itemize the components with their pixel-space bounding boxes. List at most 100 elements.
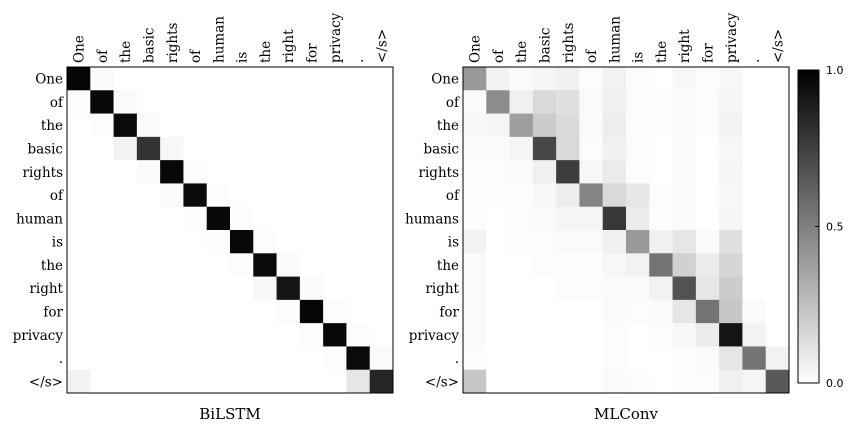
heatmap-cell (509, 346, 534, 371)
heatmap-cell (206, 253, 231, 277)
heatmap-cell (369, 230, 394, 254)
heatmap-cell (672, 160, 697, 184)
heatmap-cell (486, 369, 510, 394)
y-tick-label: rights (23, 165, 64, 181)
heatmap-cell (742, 276, 767, 301)
heatmap-cell (160, 113, 184, 138)
heatmap-cell (532, 90, 557, 114)
heatmap-cell (626, 160, 650, 184)
heatmap-cell (463, 90, 487, 114)
heatmap-cell (602, 136, 627, 161)
heatmap-cell (579, 346, 604, 371)
heatmap-cell (323, 346, 347, 371)
heatmap-cell (299, 276, 324, 301)
heatmap-cell (579, 183, 604, 208)
heatmap-cell (323, 299, 347, 324)
heatmap-cell (136, 276, 161, 301)
heatmap-cell (67, 206, 91, 231)
heatmap-cell (206, 160, 231, 184)
heatmap-cell (253, 183, 277, 208)
heatmap-cell (602, 113, 627, 138)
heatmap-cell (486, 90, 510, 114)
heatmap-cell (626, 299, 650, 324)
heatmap-cell (672, 276, 697, 301)
heatmap-cell (299, 323, 324, 347)
heatmap-cell (556, 113, 580, 138)
heatmap-cell (649, 67, 673, 91)
heatmap-cell (672, 299, 697, 324)
heatmap-cell (626, 183, 650, 208)
heatmap-cell (206, 206, 231, 231)
heatmap-cell (276, 369, 301, 394)
heatmap-cell (579, 160, 604, 184)
heatmap-cell (556, 346, 580, 371)
heatmap-cell (532, 346, 557, 371)
heatmap-cell (253, 160, 277, 184)
heatmap-cell (695, 299, 720, 324)
y-tick-label: . (59, 351, 63, 367)
heatmap-cell (67, 299, 91, 324)
heatmap-cell (160, 136, 184, 161)
heatmap-cell (160, 299, 184, 324)
heatmap-cell (299, 90, 324, 114)
heatmap-cell (67, 369, 91, 394)
heatmap-cell (486, 230, 510, 254)
heatmap-cell (346, 160, 371, 184)
heatmap-cell (742, 323, 767, 347)
heatmap-cell (183, 323, 208, 347)
heatmap-cell (672, 113, 697, 138)
heatmap-cell (160, 346, 184, 371)
x-tick-label: right (281, 29, 297, 63)
heatmap-cell (672, 346, 697, 371)
heatmap-cell (276, 90, 301, 114)
heatmap-cell (346, 113, 371, 138)
heatmap-cell (556, 230, 580, 254)
heatmap-cell (67, 113, 91, 138)
heatmap-cell (626, 90, 650, 114)
x-tick-label: One (72, 35, 88, 63)
x-tick-label: for (701, 43, 717, 63)
y-tick-label: </s> (29, 374, 63, 390)
heatmap-cell (230, 113, 254, 138)
heatmap-cell (649, 323, 673, 347)
heatmap-cell (253, 206, 277, 231)
heatmap-cell (183, 183, 208, 208)
heatmap-cell (649, 136, 673, 161)
heatmap-cell (463, 253, 487, 277)
heatmap-cell (136, 183, 161, 208)
x-tick-label: . (747, 59, 763, 63)
heatmap-cell (253, 323, 277, 347)
heatmap-cell (136, 299, 161, 324)
heatmap-cell (719, 136, 743, 161)
heatmap-cell (113, 67, 138, 91)
heatmap-cell (695, 369, 720, 394)
heatmap-cell (90, 323, 114, 347)
heatmap-cell (509, 67, 534, 91)
heatmap-cell (230, 299, 254, 324)
heatmap-cell (532, 253, 557, 277)
y-tick-label: the (41, 258, 63, 274)
heatmap-cell (90, 90, 114, 114)
y-tick-label: One (35, 72, 63, 88)
heatmap-cell (509, 253, 534, 277)
heatmap-cell (532, 206, 557, 231)
heatmap-cell (369, 346, 394, 371)
heatmap-cell (602, 67, 627, 91)
heatmap-cell (602, 206, 627, 231)
heatmap-cell (579, 67, 604, 91)
heatmap-cell (346, 253, 371, 277)
heatmap-cell (742, 230, 767, 254)
heatmap-cell (695, 346, 720, 371)
heatmap-cell (67, 230, 91, 254)
heatmap-cell (369, 67, 394, 91)
y-tick-label: of (446, 188, 460, 204)
x-tick-label: human (211, 16, 227, 63)
heatmap-cell (626, 67, 650, 91)
heatmap-cell (602, 90, 627, 114)
y-tick-label: is (52, 235, 63, 251)
x-tick-label: </s> (374, 29, 390, 63)
heatmap-cell (299, 253, 324, 277)
heatmap-cell (276, 136, 301, 161)
heatmap-cell (346, 276, 371, 301)
heatmap-cell (160, 160, 184, 184)
